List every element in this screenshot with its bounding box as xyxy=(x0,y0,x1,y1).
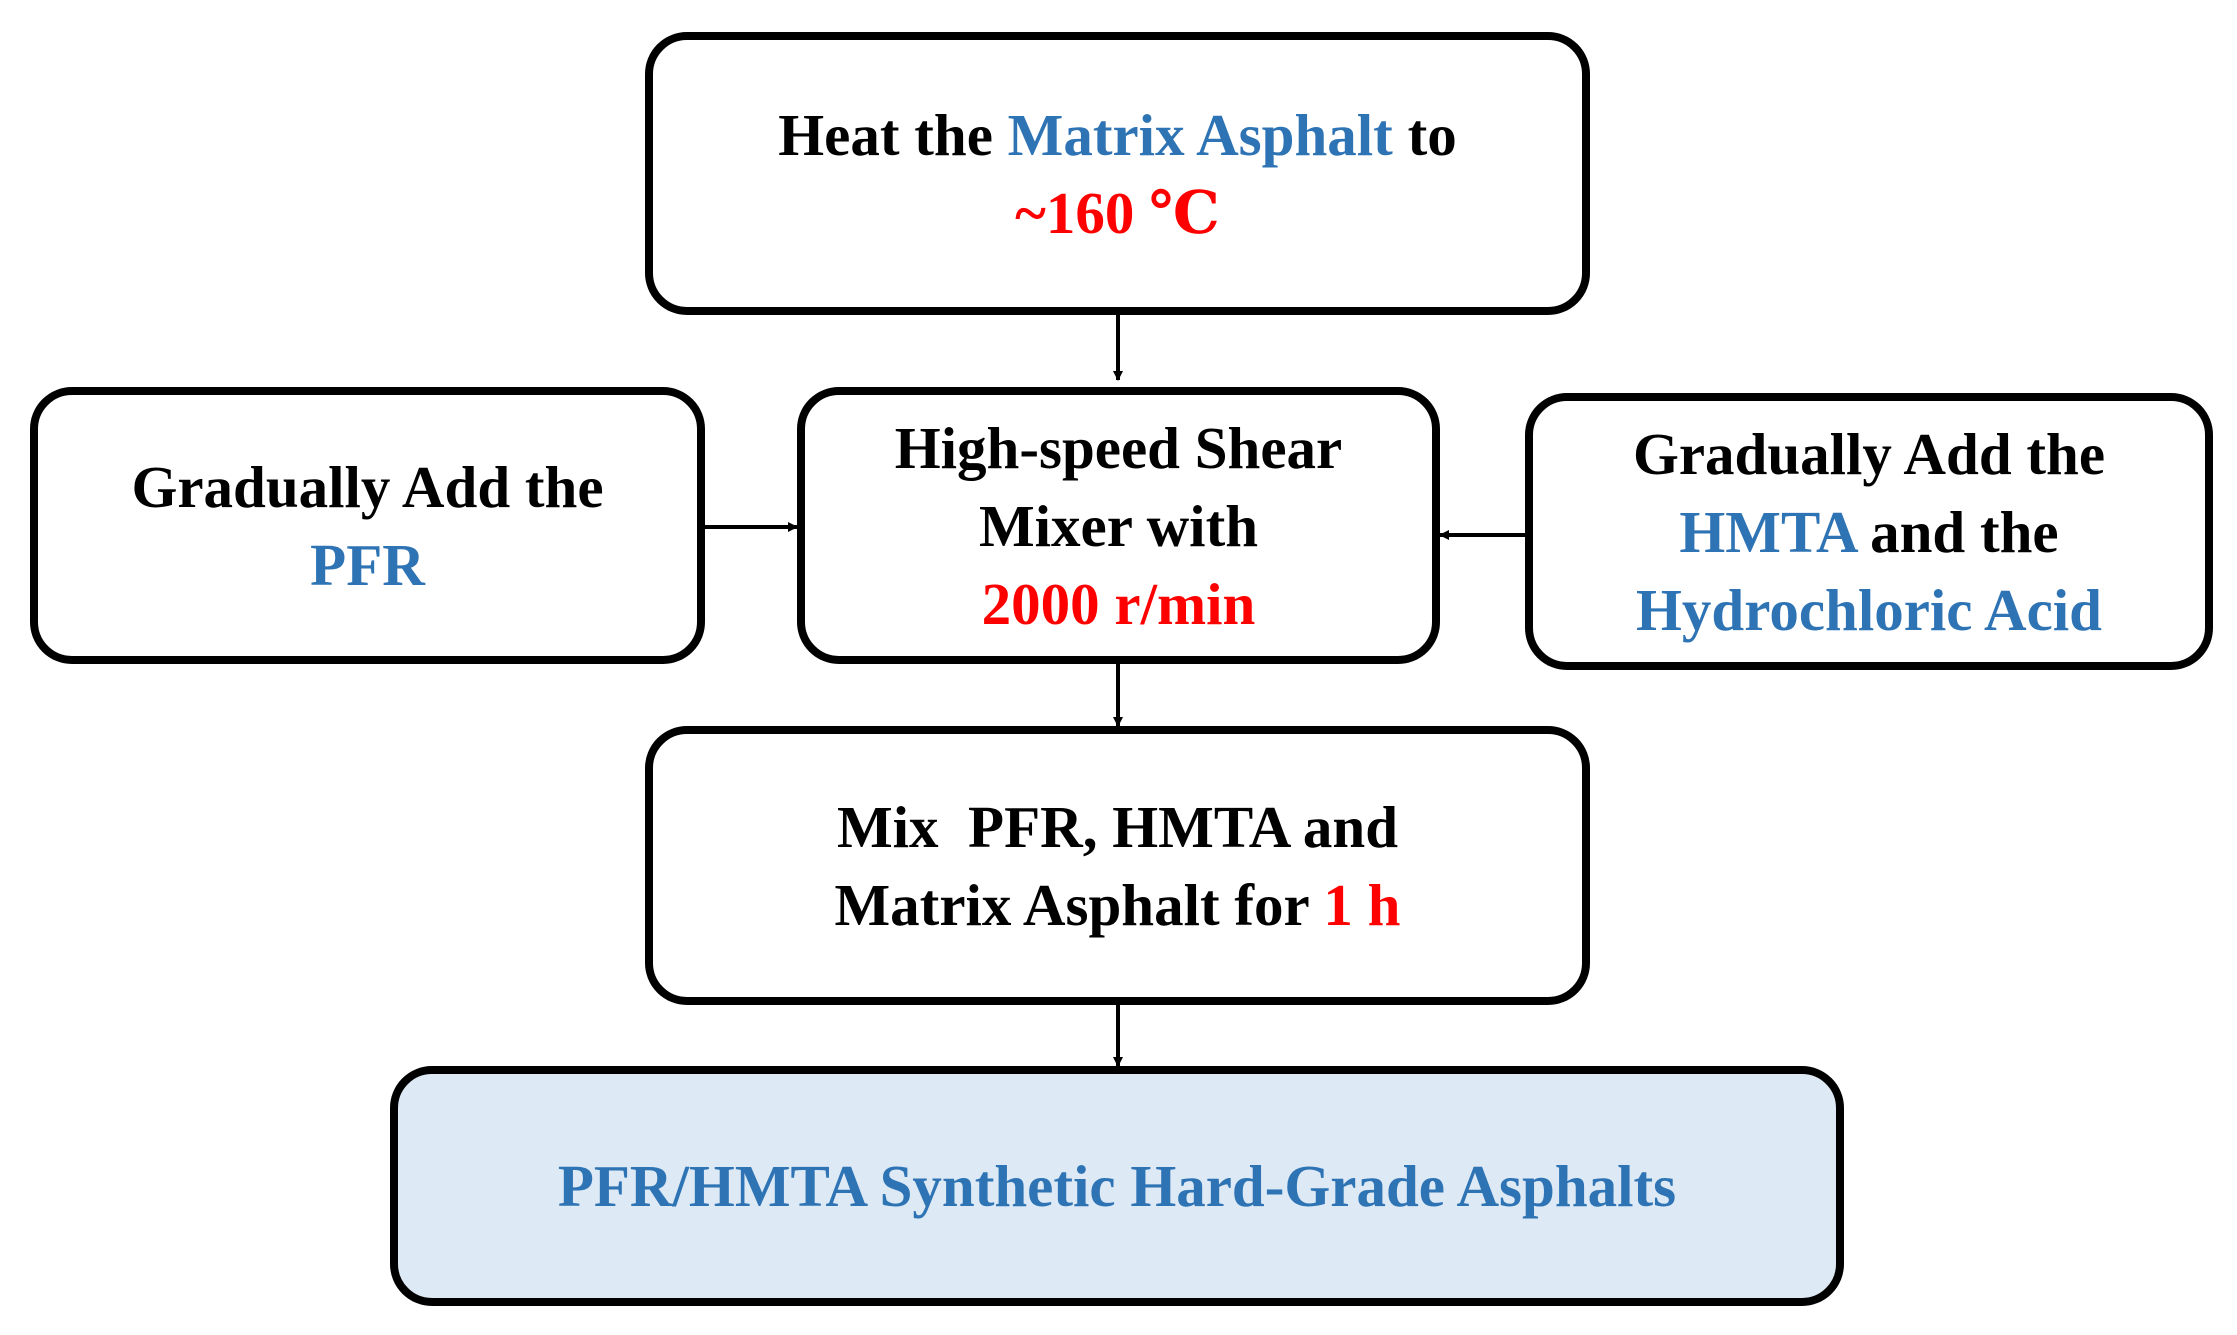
mix-line-1: Mix PFR, HMTA and xyxy=(836,793,1399,860)
duration-highlight: 1 h xyxy=(1323,871,1401,938)
add-hmta-line-2: HMTA and the xyxy=(1679,498,2059,565)
final-product-node: PFR/HMTA Synthetic Hard-Grade Asphalts xyxy=(390,1066,1844,1306)
add-pfr-node: Gradually Add the PFR xyxy=(30,387,705,664)
add-hmta-acid-node: Gradually Add the HMTA and the Hydrochlo… xyxy=(1525,393,2213,670)
shear-line-1: High-speed Shear xyxy=(894,414,1343,481)
hmta-highlight: HMTA xyxy=(1679,498,1856,565)
add-pfr-line-1: Gradually Add the xyxy=(131,453,604,520)
speed-highlight: 2000 r/min xyxy=(981,570,1256,637)
temperature-highlight: ~160 ℃ xyxy=(1015,179,1220,246)
matrix-asphalt-highlight: Matrix Asphalt xyxy=(1007,101,1393,168)
final-product-label: PFR/HMTA Synthetic Hard-Grade Asphalts xyxy=(557,1153,1677,1219)
heat-matrix-asphalt-node: Heat the Matrix Asphalt to ~160 ℃ xyxy=(645,32,1590,315)
acid-highlight: Hydrochloric Acid xyxy=(1636,576,2102,643)
add-hmta-line-1: Gradually Add the xyxy=(1632,420,2106,487)
shear-mixer-node: High-speed Shear Mixer with 2000 r/min xyxy=(797,387,1440,664)
pfr-highlight: PFR xyxy=(310,531,425,598)
mix-line-2: Matrix Asphalt for 1 h xyxy=(834,871,1401,938)
heat-line-1: Heat the Matrix Asphalt to xyxy=(778,101,1457,168)
shear-line-2: Mixer with xyxy=(978,492,1259,559)
mix-node: Mix PFR, HMTA and Matrix Asphalt for 1 h xyxy=(645,726,1590,1005)
